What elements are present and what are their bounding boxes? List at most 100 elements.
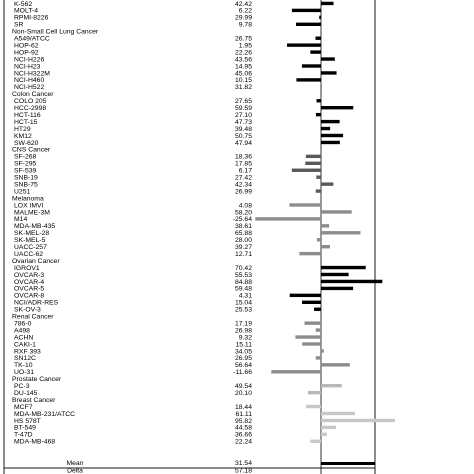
- cell-line-label: NCI-H522: [14, 84, 44, 91]
- deviation-bar: [315, 328, 321, 332]
- deviation-bar: [321, 411, 356, 416]
- cell-line-label: SW-620: [14, 140, 39, 147]
- summary-label: Mean: [66, 460, 83, 467]
- cell-line-value: 34.05: [235, 348, 252, 355]
- cell-line-label: OVCAR-8: [14, 293, 44, 300]
- cell-line-value: 42.34: [235, 181, 252, 188]
- cell-line-label: 786-0: [14, 320, 32, 327]
- summary-block: Mean 31.54 Delta 57.18: [66, 460, 375, 474]
- panel-header: Renal Cancer: [12, 314, 54, 321]
- deviation-bar: [321, 265, 366, 270]
- cell-line-value: 22.26: [235, 49, 252, 56]
- deviation-bar: [321, 272, 349, 277]
- deviation-bar: [296, 78, 321, 82]
- cell-line-label: SF-268: [14, 154, 37, 161]
- summary-bar: [321, 462, 375, 465]
- cell-line-value: 49.54: [235, 383, 252, 390]
- cell-line-value: 58.20: [235, 209, 252, 216]
- deviation-bar: [321, 425, 336, 430]
- cell-line-label: MOLT-4: [14, 8, 38, 15]
- cell-line-value: 50.75: [235, 133, 252, 140]
- frame-border: [3, 0, 376, 469]
- deviation-bar: [321, 363, 350, 367]
- cell-line-label: SF-295: [14, 161, 37, 168]
- deviation-bar: [295, 22, 321, 26]
- cell-line-value: 39.27: [235, 244, 252, 251]
- cell-line-label: UO-31: [14, 369, 34, 376]
- cell-line-value: 10.15: [235, 77, 252, 84]
- deviation-bar: [321, 286, 354, 291]
- deviation-bar: [302, 300, 321, 304]
- cell-line-label: NCI-H23: [14, 63, 41, 70]
- cell-line-value: 95.82: [235, 418, 252, 425]
- cell-line-label: MDA-MB-231/ATCC: [14, 411, 75, 418]
- deviation-bar: [255, 217, 321, 221]
- deviation-bar: [321, 57, 335, 61]
- cell-line-value: 16.64: [235, 0, 252, 1]
- cell-line-label: TK-10: [14, 362, 33, 369]
- cell-line-label: HOP-62: [14, 42, 39, 49]
- cell-line-label: COLO 205: [14, 98, 47, 105]
- cell-line-value: 18.44: [235, 404, 252, 411]
- cell-line-label: SK-MEL-28: [14, 230, 49, 237]
- panel-header: Prostate Cancer: [12, 376, 62, 383]
- cell-line-label: UACC-257: [14, 244, 47, 251]
- cell-line-label: MDA-MB-468: [14, 439, 55, 446]
- deviation-bar: [321, 231, 361, 235]
- panel-header: Melanoma: [12, 195, 44, 202]
- cell-line-value: 20.10: [235, 390, 252, 397]
- deviation-bar: [321, 279, 383, 284]
- cell-line-value: 47.73: [235, 119, 252, 126]
- cell-line-value: -11.66: [233, 369, 252, 376]
- cell-line-value: 39.48: [235, 126, 252, 133]
- cell-line-label: MDA-MB-435: [14, 223, 55, 230]
- deviation-bar: [305, 161, 321, 165]
- cell-line-label: DU-145: [14, 390, 38, 397]
- cell-line-label: T-47D: [14, 432, 33, 439]
- cell-line-label: UACC-62: [14, 251, 43, 258]
- panel-header: Ovarian Cancer: [12, 258, 60, 265]
- deviation-bar: [310, 50, 321, 54]
- deviation-bar: [321, 71, 337, 75]
- cell-line-value: 43.56: [235, 56, 252, 63]
- deviation-bar: [321, 349, 324, 353]
- deviation-bar: [316, 238, 321, 242]
- cell-line-label: KM12: [14, 133, 32, 140]
- cell-line-value: 15.11: [235, 341, 252, 348]
- cell-line-label: CAKI-1: [14, 341, 36, 348]
- cell-line-label: HOP-92: [14, 49, 39, 56]
- cell-line-label: IGROV1: [14, 265, 40, 272]
- deviation-bar: [321, 210, 352, 214]
- deviation-bar: [321, 140, 340, 145]
- deviation-bar: [321, 245, 330, 249]
- cell-line-value: 26.98: [235, 327, 252, 334]
- chart-frame: [3, 0, 376, 474]
- summary-value: 57.18: [235, 468, 252, 474]
- cell-line-value: 70.42: [235, 265, 252, 272]
- cell-line-value: 17.85: [235, 161, 252, 168]
- panel-header: Breast Cancer: [12, 397, 56, 404]
- cell-line-label: CCRF-CEM: [14, 0, 51, 1]
- cell-line-label: NCI/ADR-RES: [14, 300, 59, 307]
- cell-line-label: RPMI-8226: [14, 15, 49, 22]
- cell-line-label: OVCAR-4: [14, 279, 44, 286]
- deviation-bar: [307, 390, 321, 395]
- cell-line-value: 15.04: [235, 300, 252, 307]
- bar-area: [255, 1, 395, 443]
- deviation-bar: [295, 335, 321, 339]
- cell-line-value: 26.95: [235, 355, 252, 362]
- panel-header: Colon Cancer: [12, 91, 54, 98]
- deviation-bar: [289, 293, 321, 298]
- deviation-bar: [286, 43, 321, 47]
- cell-line-label: SN12C: [14, 355, 36, 362]
- cell-line-value: 31.82: [235, 84, 252, 91]
- deviation-bar: [316, 175, 321, 179]
- cell-line-value: -25.64: [233, 216, 252, 223]
- cell-line-label: OVCAR-5: [14, 286, 44, 293]
- deviation-bar: [321, 384, 342, 388]
- deviation-bar: [321, 106, 354, 110]
- cell-line-label: NCI-H460: [14, 77, 44, 84]
- deviation-bar: [321, 126, 331, 131]
- cell-line-value: 84.88: [235, 279, 252, 286]
